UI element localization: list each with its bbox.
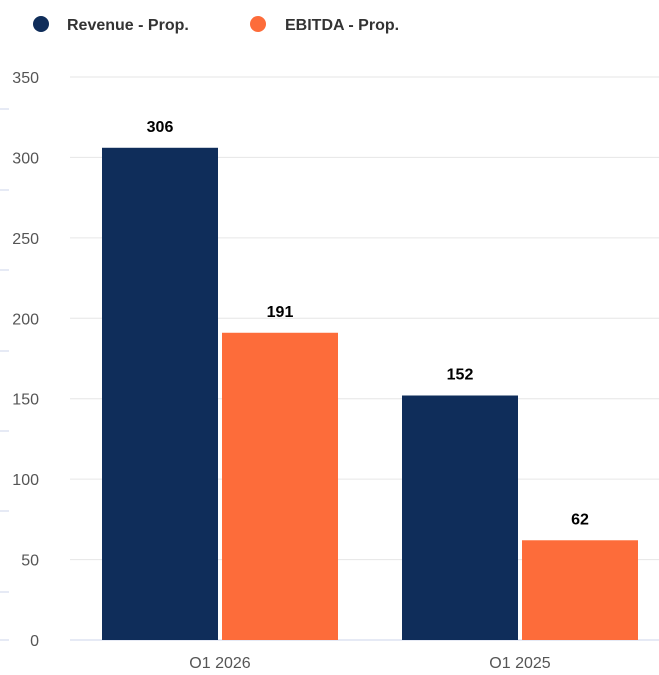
y-tick-label: 150: [12, 392, 39, 409]
data-label: 306: [147, 119, 174, 136]
y-tick-label: 0: [30, 633, 39, 650]
y-tick-label: 350: [12, 70, 39, 87]
y-tick-label: 100: [12, 472, 39, 489]
y-tick-label: 250: [12, 231, 39, 248]
bar-revenue-0[interactable]: [102, 147, 218, 640]
legend-item-revenue[interactable]: Revenue - Prop.: [33, 16, 189, 34]
data-label: 191: [267, 304, 294, 321]
bar-ebitda-0[interactable]: [222, 332, 338, 640]
data-label: 152: [447, 366, 474, 383]
legend-marker-ebitda: [250, 16, 266, 32]
y-axis-ticks: 0 50 100 150 200 250 300 350: [12, 70, 39, 650]
legend-item-ebitda[interactable]: EBITDA - Prop.: [250, 16, 399, 34]
data-labels: 306 191 152 62: [147, 119, 589, 528]
legend-marker-revenue: [33, 16, 49, 32]
bar-ebitda-1[interactable]: [522, 540, 638, 640]
x-category-label: O1 2025: [489, 655, 550, 672]
bar-revenue-1[interactable]: [402, 395, 518, 640]
legend-label-revenue: Revenue - Prop.: [67, 17, 189, 34]
y-tick-label: 300: [12, 150, 39, 167]
data-label: 62: [571, 511, 589, 528]
legend: Revenue - Prop. EBITDA - Prop.: [33, 16, 399, 34]
y-tick-label: 200: [12, 311, 39, 328]
x-axis-categories: O1 2026 O1 2025: [189, 655, 550, 672]
bars: [102, 147, 638, 640]
x-category-label: O1 2026: [189, 655, 250, 672]
legend-label-ebitda: EBITDA - Prop.: [285, 17, 399, 34]
y-tick-label: 50: [21, 553, 39, 570]
